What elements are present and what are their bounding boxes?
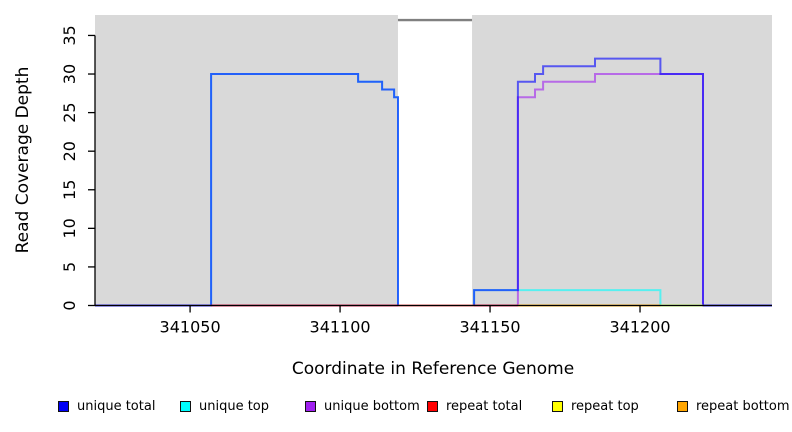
legend-label: repeat top bbox=[571, 398, 639, 414]
legend-item-unique-bottom: unique bottom bbox=[305, 398, 420, 414]
y-tick-label: 25 bbox=[60, 102, 79, 122]
coverage-gap-mask bbox=[397, 15, 473, 306]
legend-label: unique top bbox=[199, 398, 270, 414]
legend-item-unique-top: unique top bbox=[180, 398, 269, 414]
x-tick-label: 341150 bbox=[460, 318, 521, 337]
y-tick-label: 15 bbox=[60, 180, 79, 200]
x-tick-label: 341050 bbox=[160, 318, 221, 337]
legend-label: unique total bbox=[77, 398, 156, 414]
legend-swatch-repeat-bottom bbox=[677, 400, 688, 412]
legend-swatch-unique-bottom bbox=[305, 400, 316, 412]
y-tick-label: 5 bbox=[60, 262, 79, 272]
legend-swatch-repeat-total bbox=[427, 400, 438, 412]
legend-item-repeat-bottom: repeat bottom bbox=[677, 398, 790, 414]
legend-swatch-repeat-top bbox=[552, 400, 563, 412]
y-tick-label: 20 bbox=[60, 141, 79, 161]
legend-label: unique bottom bbox=[324, 398, 420, 414]
x-axis-title: Coordinate in Reference Genome bbox=[292, 359, 574, 379]
y-axis-title: Read Coverage Depth bbox=[13, 67, 33, 254]
y-tick-label: 0 bbox=[60, 300, 79, 310]
coverage-chart-svg: 341050 341100 341150 341200 0 5 10 15 20 25 30 35 C… bbox=[13, 15, 772, 379]
x-tick-label: 341100 bbox=[310, 318, 371, 337]
y-tick-label: 10 bbox=[60, 218, 79, 238]
series-unique-total-line bbox=[95, 73, 399, 307]
legend-item-repeat-total: repeat total bbox=[427, 398, 522, 414]
legend-swatch-unique-top bbox=[180, 400, 191, 412]
legend-item-repeat-top: repeat top bbox=[552, 398, 639, 414]
series-unique-total-line bbox=[473, 57, 772, 307]
legend: unique total unique top unique bottom repea… bbox=[0, 398, 792, 418]
legend-label: repeat bottom bbox=[696, 398, 790, 414]
y-tick-label: 35 bbox=[60, 25, 79, 45]
legend-label: repeat total bbox=[446, 398, 523, 414]
legend-swatch-unique-total bbox=[58, 400, 69, 412]
x-tick-label: 341200 bbox=[609, 318, 670, 337]
y-tick-label: 30 bbox=[60, 64, 79, 84]
legend-item-unique-total: unique total bbox=[58, 398, 155, 414]
